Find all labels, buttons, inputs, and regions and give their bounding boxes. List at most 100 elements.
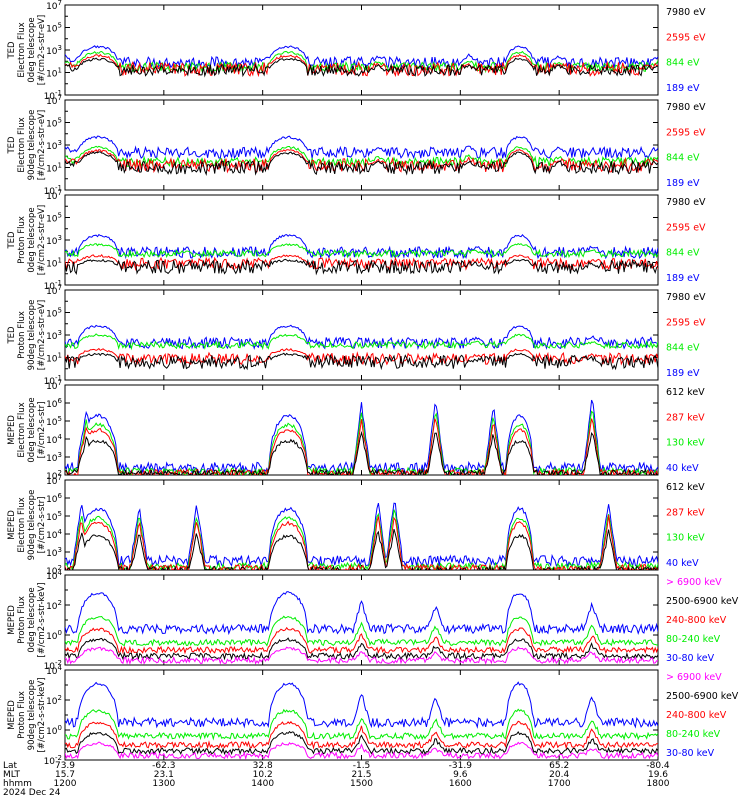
series-line: [65, 515, 658, 570]
series-line: [65, 410, 658, 475]
y-tick-label: 107: [46, 189, 62, 202]
y-tick-label: 107: [46, 0, 62, 12]
y-axis-label: TEDProton Flux0deg telescope[#/cm2-s-str…: [7, 205, 47, 275]
panel-1: 10-1 101 103 105 107 TEDElectron Flux0deg tel…: [7, 0, 706, 102]
y-tick-label: 104: [46, 528, 62, 541]
legend-entry: 130 keV: [666, 533, 705, 544]
legend-entry: 189 eV: [666, 178, 700, 189]
x-row-label: hhmm: [3, 779, 32, 789]
plot-area: [65, 324, 658, 371]
panel-frame: [64, 99, 659, 191]
x-tick-label: 20.4: [549, 770, 569, 780]
x-tick-label: 1700: [548, 779, 571, 789]
series-line: [65, 57, 658, 78]
y-tick-label: 106: [46, 492, 62, 505]
panel-frame: [64, 194, 659, 286]
legend-entry: 240-800 keV: [666, 615, 727, 626]
x-tick-label: -31.9: [449, 761, 473, 771]
series-line: [65, 720, 658, 750]
legend-entry: 40 keV: [666, 558, 699, 569]
y-tick-label: 103: [46, 44, 62, 57]
legend-entry: > 6900 keV: [666, 577, 722, 588]
y-tick-label: 101: [46, 352, 62, 365]
legend-entry: 40 keV: [666, 463, 699, 474]
x-tick-label: -62.3: [152, 761, 175, 771]
legend-entry: 287 keV: [666, 412, 705, 423]
y-tick-label: 10-2: [44, 754, 62, 767]
x-tick-label: 1200: [54, 779, 77, 789]
y-tick-label: 10-1: [44, 184, 62, 197]
x-tick-label: 21.5: [351, 770, 371, 780]
series-line: [65, 528, 658, 570]
legend-entry: 287 keV: [666, 507, 705, 518]
panel-3: 10-1 101 103 105 107 TEDProton Flux0deg teles…: [7, 189, 706, 292]
x-tick-label: 15.7: [55, 770, 75, 780]
legend-entry: 844 eV: [666, 58, 700, 69]
x-tick-label: -80.4: [646, 761, 670, 771]
y-tick-label: 103: [46, 234, 62, 247]
y-tick-label: 100: [46, 629, 62, 642]
y-tick-label: 103: [46, 546, 62, 559]
y-tick-label: 103: [46, 451, 62, 464]
series-line: [65, 242, 658, 259]
panel-frame: [64, 4, 659, 96]
panel-frame: [64, 479, 659, 571]
legend-entry: 240-800 keV: [666, 710, 727, 721]
series-line: [65, 418, 658, 475]
legend-entry: 2595 eV: [666, 317, 706, 328]
y-tick-label: 102: [46, 469, 62, 482]
plot-area: [65, 681, 658, 760]
series-line: [65, 741, 658, 760]
legend-entry: 2595 eV: [666, 127, 706, 138]
legend-entry: 30-80 keV: [666, 653, 715, 664]
legend-entry: 612 keV: [666, 482, 705, 493]
legend-entry: 844 eV: [666, 153, 700, 164]
x-row-label: 2024 Dec 24: [3, 788, 61, 798]
series-line: [65, 233, 658, 260]
series-line: [65, 681, 658, 729]
y-tick-label: 104: [46, 569, 62, 582]
x-tick-label: 23.1: [154, 770, 174, 780]
x-tick-label: 1800: [647, 779, 670, 789]
panel-frame: [64, 384, 659, 476]
y-tick-label: 101: [46, 162, 62, 175]
series-line: [65, 352, 658, 371]
y-axis-label: TEDElectron Flux0deg telescope[#/cm2-s-s…: [7, 15, 47, 85]
series-line: [65, 333, 658, 351]
y-tick-label: 103: [46, 329, 62, 342]
series-line: [65, 637, 658, 661]
series-line: [65, 708, 658, 741]
y-tick-label: 105: [46, 212, 62, 225]
y-tick-label: 102: [46, 694, 62, 707]
y-tick-label: 104: [46, 664, 62, 677]
plot-area: [65, 502, 658, 570]
plot-area: [65, 45, 658, 78]
y-tick-label: 106: [46, 397, 62, 410]
legend-entry: 7980 eV: [666, 7, 706, 18]
x-tick-label: 32.8: [253, 761, 273, 771]
series-line: [65, 646, 658, 665]
legend-entry: 612 keV: [666, 387, 705, 398]
legend-entry: 189 eV: [666, 83, 700, 94]
x-tick-label: 1400: [251, 779, 274, 789]
legend-entry: 844 eV: [666, 248, 700, 259]
y-axis-label: MEPEDProton Flux0deg telescope[#/cm2-s-s…: [7, 583, 47, 658]
legend-entry: 2595 eV: [666, 32, 706, 43]
legend-entry: 7980 eV: [666, 102, 706, 113]
y-tick-label: 105: [46, 307, 62, 320]
series-line: [65, 615, 658, 647]
y-axis-label: TEDProton Flux90deg telescope[#/cm2-s-st…: [7, 300, 47, 371]
legend-entry: 2595 eV: [666, 222, 706, 233]
y-axis-label: MEPEDProton Flux90deg telescope[#/cm2-s-…: [7, 678, 47, 753]
panels: 10-1 101 103 105 107 TEDElectron Flux0deg tel…: [7, 0, 739, 767]
legend-entry: 30-80 keV: [666, 748, 715, 759]
series-line: [65, 151, 658, 176]
legend-entry: 844 eV: [666, 343, 700, 354]
x-tick-label: 10.2: [253, 770, 273, 780]
y-tick-label: 101: [46, 67, 62, 80]
y-tick-label: 10-1: [44, 279, 62, 292]
y-tick-label: 10-2: [44, 659, 62, 672]
series-line: [65, 45, 658, 70]
